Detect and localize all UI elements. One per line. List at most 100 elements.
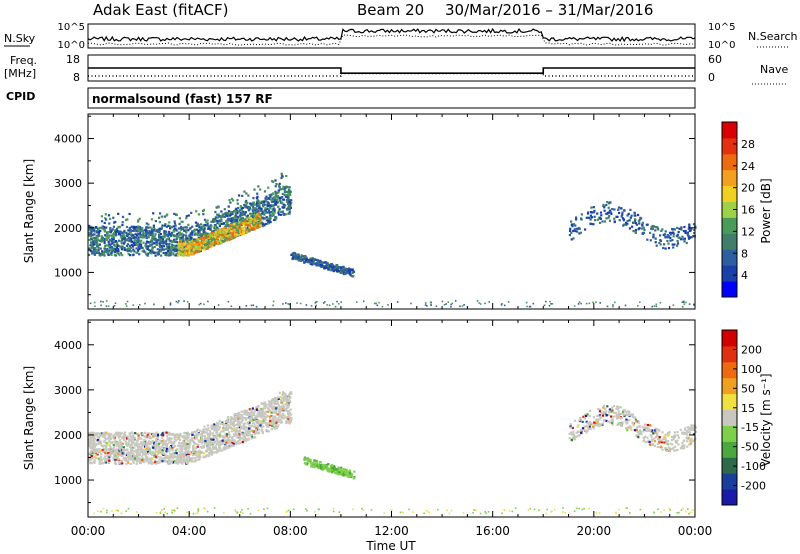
velocity-echo-cell: [191, 436, 194, 439]
power-ground-scatter: [580, 302, 582, 305]
power-echo-cell: [186, 240, 189, 243]
power-echo-cell: [244, 223, 247, 226]
velocity-echo-cell: [263, 404, 266, 408]
power-echo-cell: [107, 231, 110, 234]
velocity-echo-cell: [175, 439, 178, 442]
velocity-echo-cell: [203, 425, 206, 428]
power-echo-cell: [219, 241, 223, 244]
power-echo-cell: [128, 212, 131, 216]
velocity-echo-cell: [207, 452, 210, 455]
power-echo-cell: [194, 228, 197, 231]
power-echo-cell: [256, 218, 259, 222]
power-echo-cell: [171, 231, 174, 234]
power-echo-cell: [281, 192, 284, 196]
power-echo-cell: [317, 259, 320, 262]
power-ground-scatter: [585, 302, 588, 305]
power-echo-cell: [129, 228, 132, 231]
velocity-echo-cell: [115, 431, 118, 434]
velocity-echo-cell: [106, 459, 109, 463]
power-ground-scatter: [178, 300, 180, 302]
power-echo-cell: [286, 186, 289, 189]
power-echo-cell: [259, 218, 262, 221]
velocity-echo-cell: [246, 426, 249, 429]
freq-label-line1: Freq.: [10, 54, 37, 67]
power-echo-cell: [187, 214, 190, 217]
power-echo-cell: [327, 263, 330, 267]
power-echo-cell: [113, 230, 117, 233]
power-echo-cell: [214, 235, 217, 239]
velocity-echo-cell: [147, 448, 150, 451]
power-echo-cell: [289, 193, 292, 197]
power-ground-scatter: [588, 302, 591, 305]
power-echo-cell: [212, 219, 215, 222]
power-echo-cell: [217, 215, 220, 218]
velocity-echo-cell: [256, 421, 259, 424]
power-ground-scatter: [479, 303, 482, 305]
freq-line: [88, 67, 695, 74]
power-echo-cell: [253, 211, 256, 214]
power-echo-cell: [686, 232, 689, 235]
power-echo-cell: [236, 202, 239, 205]
velocity-echo-cell: [261, 402, 264, 405]
power-echo-cell: [241, 222, 244, 225]
power-echo-cell: [112, 249, 115, 252]
velocity-echo-cell: [243, 412, 246, 415]
power-echo-cell: [300, 256, 303, 260]
velocity-echo-cell: [117, 457, 120, 460]
power-echo-cell: [184, 238, 188, 241]
velocity-echo-cell: [93, 434, 96, 437]
power-echo-cell: [89, 244, 92, 247]
velocity-echo-cell: [212, 425, 215, 429]
velocity-echo-cell: [248, 433, 251, 436]
power-echo-cell: [203, 232, 206, 236]
power-echo-cell: [172, 249, 175, 252]
power-echo-cell: [136, 234, 139, 237]
power-echo-cell: [678, 236, 681, 239]
power-echo-cell: [134, 236, 137, 239]
power-echo-cell: [328, 265, 332, 268]
velocity-echo-cell: [257, 415, 260, 418]
velocity-echo-cell: [91, 442, 94, 445]
power-echo-cell: [142, 233, 145, 236]
power-ground-scatter: [287, 303, 289, 305]
power-echo-cell: [139, 241, 142, 244]
power-echo-cell: [195, 224, 198, 227]
power-echo-cell: [254, 218, 257, 221]
power-ground-scatter: [198, 303, 201, 306]
power-echo-cell: [191, 230, 194, 233]
power-echo-cell: [680, 228, 683, 231]
power-echo-cell: [177, 235, 180, 238]
power-echo-cell: [269, 206, 272, 209]
power-echo-cell: [253, 207, 256, 210]
velocity-echo-cell: [90, 450, 93, 453]
power-echo-cell: [676, 226, 679, 229]
velocity-echo-cell: [105, 438, 108, 441]
power-echo-cell: [246, 201, 249, 204]
power-echo-cell: [133, 240, 136, 243]
velocity-echo-cell: [283, 406, 286, 409]
velocity-echo-cell: [108, 439, 111, 443]
power-echo-cell: [182, 226, 185, 229]
power-echo-cell: [138, 253, 141, 256]
power-echo-cell: [163, 233, 166, 236]
power-echo-cell: [92, 247, 96, 250]
velocity-echo-cell: [170, 448, 173, 451]
velocity-echo-cell: [251, 411, 254, 414]
power-echo-cell: [228, 199, 231, 202]
velocity-echo-cell: [104, 444, 107, 447]
velocity-echo-cell: [116, 452, 119, 455]
power-echo-cell: [277, 211, 280, 214]
power-echo-cell: [306, 258, 309, 262]
power-echo-cell: [135, 243, 138, 247]
velocity-echo-cell: [157, 444, 160, 447]
velocity-echo-cell: [243, 422, 246, 425]
velocity-echo-cell: [192, 447, 195, 450]
velocity-echo-cell: [185, 435, 188, 438]
velocity-echo-cell: [147, 461, 150, 464]
power-echo-cell: [166, 213, 169, 216]
power-echo-cell: [213, 224, 216, 227]
velocity-echo-cell: [207, 441, 210, 444]
velocity-echo-cell: [226, 442, 229, 445]
power-echo-cell: [105, 244, 108, 247]
power-echo-cell: [130, 238, 133, 241]
